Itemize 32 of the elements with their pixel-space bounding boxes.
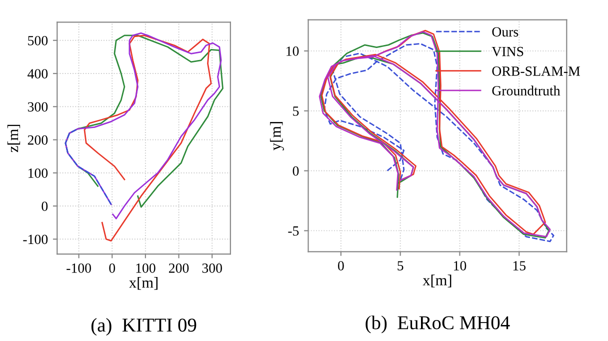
x-tick-label: 100 xyxy=(136,263,156,273)
y-tick-label: 10 xyxy=(286,46,299,56)
x-tick-label: 15 xyxy=(513,261,526,270)
x-axis-title: x[m] xyxy=(422,274,452,288)
x-tick-label: 200 xyxy=(168,263,189,273)
x-tick-label: 300 xyxy=(202,263,222,273)
y-tick-label: 300 xyxy=(28,102,48,112)
legend-label: Groundtruth xyxy=(492,86,560,96)
line-series xyxy=(84,34,212,242)
x-tick-label: -100 xyxy=(66,263,92,273)
y-tick-label: 100 xyxy=(28,168,48,178)
y-tick-label: 500 xyxy=(28,36,48,46)
y-tick-label: 200 xyxy=(28,135,48,145)
y-tick-label: 400 xyxy=(28,69,48,78)
y-axis-title: y[m] xyxy=(270,122,284,150)
y-axis-title: z[m] xyxy=(7,124,20,152)
text: (b) EuRoC MH04 xyxy=(366,316,510,334)
line-series xyxy=(64,128,112,206)
x-tick-label: 10 xyxy=(454,261,466,270)
legend-label: ORB-SLAM-M xyxy=(492,66,580,76)
y-tick-label: 5 xyxy=(293,106,299,116)
text: (a) KITTI 09 xyxy=(91,318,196,336)
x-tick-label: 0 xyxy=(338,261,344,270)
y-tick-label: 0 xyxy=(292,166,299,176)
legend-label: VINS xyxy=(492,46,524,56)
legend-label: Ours xyxy=(492,27,518,37)
x-axis-title: x[m] xyxy=(129,277,158,290)
x-tick-label: 5 xyxy=(398,261,404,270)
y-tick-label: -100 xyxy=(23,234,48,244)
y-tick-label: -5 xyxy=(288,226,299,236)
y-tick-label: 0 xyxy=(42,202,48,211)
x-tick-label: 0 xyxy=(109,263,116,273)
